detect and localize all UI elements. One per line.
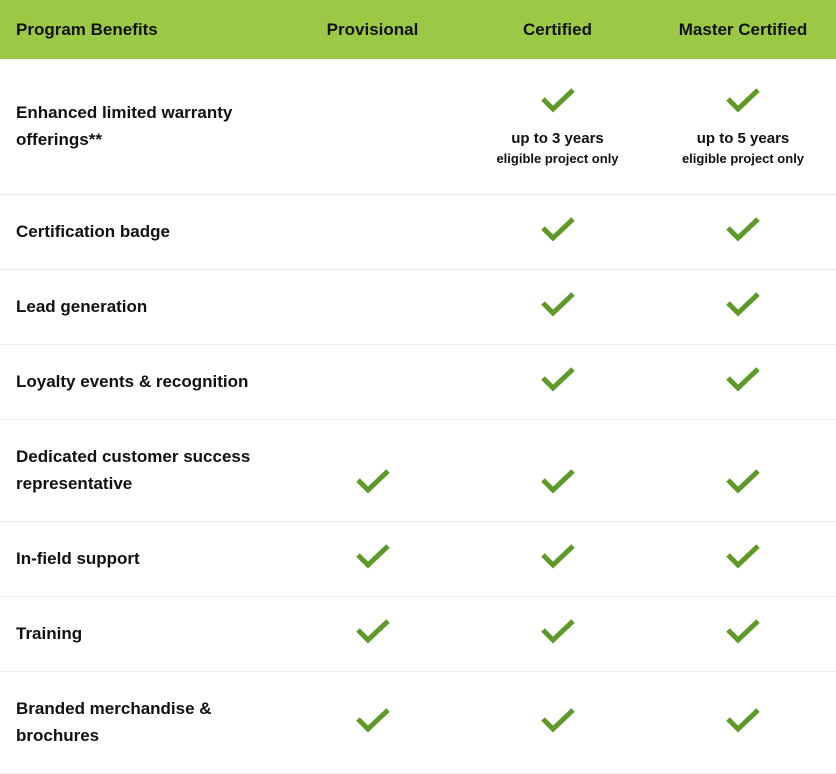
benefit-label: Lead generation [16, 297, 148, 316]
benefit-label: Certification badge [16, 222, 170, 241]
tier-cell [650, 344, 836, 419]
benefit-label: Enhanced limited warranty offerings** [16, 103, 233, 150]
check-icon [540, 543, 576, 569]
tier-cell [465, 671, 650, 773]
check-icon [725, 543, 761, 569]
benefit-label: Training [16, 624, 83, 643]
check-icon [540, 291, 576, 317]
tier-cell [280, 269, 465, 344]
tier-cell [465, 269, 650, 344]
check-icon [540, 468, 576, 494]
tier-cell [650, 521, 836, 596]
tier-cell [280, 194, 465, 269]
warranty-term: up to 3 years [511, 129, 604, 147]
tier-cell: up to 3 years eligible project only [465, 59, 650, 194]
table-row: Dedicated customer success representativ… [0, 419, 836, 521]
check-icon [725, 707, 761, 733]
tier-cell: up to 5 years eligible project only [650, 59, 836, 194]
tier-cell [465, 194, 650, 269]
check-icon [540, 366, 576, 392]
table-row: Certification badge [0, 194, 836, 269]
tier-cell [650, 596, 836, 671]
check-icon [725, 87, 761, 113]
benefit-label: Loyalty events & recognition [16, 372, 249, 391]
tier-cell [280, 671, 465, 773]
tier-cell [465, 344, 650, 419]
check-icon [725, 618, 761, 644]
tier-cell [465, 521, 650, 596]
tier-cell [650, 671, 836, 773]
tier-cell [465, 419, 650, 521]
table-row: Lead generation [0, 269, 836, 344]
tier-cell [650, 269, 836, 344]
tier-cell [650, 194, 836, 269]
tier-cell [280, 596, 465, 671]
check-icon [355, 707, 391, 733]
header-master-certified: Master Certified [678, 19, 808, 39]
benefit-label: Branded merchandise & brochures [16, 699, 212, 745]
check-icon [540, 216, 576, 242]
header-program-benefits: Program Benefits [16, 19, 158, 39]
tier-cell [280, 419, 465, 521]
table-row: Training [0, 596, 836, 671]
tier-cell [650, 419, 836, 521]
header-certified: Certified [523, 19, 592, 39]
header-provisional: Provisional [326, 19, 419, 39]
table-row: Enhanced limited warranty offerings** up … [0, 59, 836, 194]
check-icon [540, 618, 576, 644]
warranty-condition: eligible project only [496, 150, 619, 166]
tier-cell [465, 596, 650, 671]
table-row: Loyalty events & recognition [0, 344, 836, 419]
tier-cell [280, 344, 465, 419]
check-icon [725, 291, 761, 317]
table-header-row: Program Benefits Provisional Certified M… [0, 0, 836, 59]
check-icon [725, 366, 761, 392]
check-icon [725, 468, 761, 494]
tier-cell [280, 59, 465, 194]
table-row: In-field support [0, 521, 836, 596]
warranty-condition: eligible project only [681, 150, 805, 166]
tier-cell [280, 521, 465, 596]
check-icon [540, 707, 576, 733]
warranty-term: up to 5 years [696, 129, 790, 147]
check-icon [355, 618, 391, 644]
check-icon [355, 468, 391, 494]
check-icon [540, 87, 576, 113]
check-icon [725, 216, 761, 242]
table-row: Branded merchandise & brochures [0, 671, 836, 773]
check-icon [355, 543, 391, 569]
benefit-label: Dedicated customer success representativ… [16, 447, 251, 493]
benefit-label: In-field support [16, 549, 140, 568]
